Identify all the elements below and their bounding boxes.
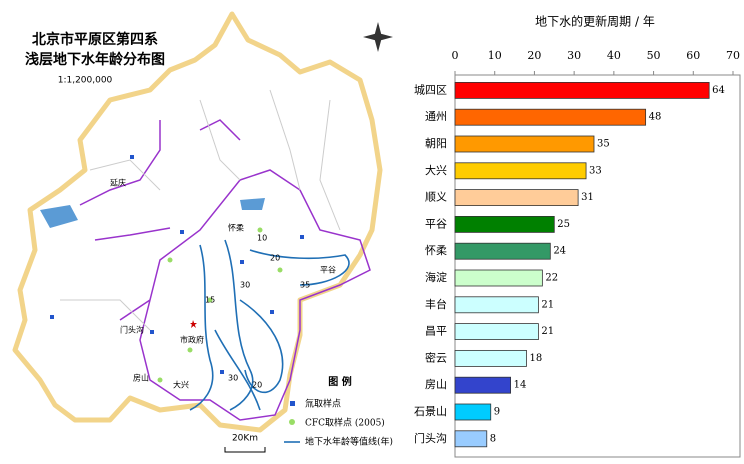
- legend-item: 氚取样点: [305, 398, 341, 410]
- y-tick-label: 城四区: [414, 83, 447, 96]
- bar: [454, 403, 492, 421]
- x-tick-label: 50: [647, 49, 661, 62]
- map: 北京市平原区第四系 浅层地下水年龄分布图 1:1,200,000 延庆 怀柔 平…: [12, 11, 393, 453]
- value-label: 8: [490, 433, 496, 444]
- value-label: 14: [514, 380, 527, 391]
- scale-bar-label: 20Km: [232, 434, 258, 444]
- place-label: 门头沟: [120, 325, 144, 335]
- plot-frame: [454, 74, 741, 458]
- contour-label: 35: [300, 281, 310, 290]
- y-tick-label: 通州: [425, 110, 447, 123]
- value-label: 24: [553, 246, 566, 257]
- chart-title: 地下水的更新周期 / 年: [535, 14, 655, 29]
- north-arrow: [363, 22, 393, 52]
- contour-label: 10: [257, 234, 267, 243]
- place-label: 大兴: [173, 380, 189, 390]
- scale-bar: [224, 447, 266, 453]
- y-tick-label: 平谷: [425, 217, 447, 230]
- y-tick-label: 门头沟: [414, 431, 447, 445]
- map-title: 浅层地下水年龄分布图: [25, 51, 165, 68]
- contour-label: 15: [205, 296, 215, 305]
- district-lines: [60, 89, 341, 331]
- y-tick-label: 海淀: [425, 270, 447, 284]
- bar: [454, 242, 551, 260]
- y-tick-label: 怀柔: [425, 244, 447, 257]
- value-label: 21: [541, 299, 554, 310]
- x-tick-label: 10: [488, 49, 502, 62]
- place-label: 市政府: [180, 335, 204, 345]
- reservoir: [40, 198, 265, 228]
- place-label: 怀柔: [228, 223, 244, 233]
- y-tick-label: 大兴: [425, 163, 447, 177]
- value-label: 48: [649, 112, 662, 123]
- y-tick-label: 密云: [425, 350, 447, 364]
- contour-label: 20: [252, 381, 262, 390]
- contour-label: 30: [228, 374, 238, 383]
- x-tick-label: 20: [527, 49, 541, 62]
- map-title: 北京市平原区第四系: [32, 31, 158, 48]
- contour-label: 20: [270, 254, 280, 263]
- bar: [454, 189, 579, 207]
- x-tick-label: 40: [607, 49, 621, 62]
- bar: [454, 215, 555, 233]
- y-tick-label: 丰台: [425, 297, 447, 311]
- bar: [454, 323, 539, 341]
- bar: [454, 430, 488, 448]
- value-label: 9: [494, 407, 500, 418]
- value-label: 18: [529, 353, 542, 364]
- bar: [454, 376, 511, 394]
- place-label: 房山: [133, 373, 149, 383]
- purple-line: [79, 119, 241, 321]
- contour-label: 30: [240, 281, 250, 290]
- x-tick-label: 30: [567, 49, 581, 62]
- value-label: 31: [581, 192, 594, 203]
- y-tick-label: 昌平: [425, 325, 447, 338]
- bar: [454, 296, 539, 314]
- x-tick-label: 0: [452, 49, 459, 62]
- bar: [454, 349, 527, 367]
- chart: 地下水的更新周期 / 年 0 10 20 30 40 50 60 70 城四区 64 通州 48 朝阳 3…: [414, 14, 741, 458]
- legend-item: 地下水年龄等值线(年): [305, 436, 393, 448]
- legend-symbol: [290, 401, 295, 406]
- value-label: 25: [557, 219, 570, 230]
- contours: [189, 239, 350, 411]
- bar: [454, 108, 647, 126]
- x-tick-label: 60: [686, 49, 700, 62]
- y-tick-label: 房山: [425, 378, 447, 391]
- x-tick-label: 70: [726, 49, 740, 62]
- bar: [454, 162, 587, 180]
- value-label: 35: [597, 139, 610, 150]
- legend-item: CFC取样点 (2005): [305, 417, 385, 429]
- map-scale: 1:1,200,000: [58, 76, 113, 86]
- y-tick-label: 石景山: [414, 405, 447, 418]
- legend-title: 图 例: [328, 375, 351, 388]
- sample-points: [50, 155, 304, 383]
- bar: [454, 82, 710, 99]
- place-label: 延庆: [110, 178, 126, 188]
- y-tick-label: 顺义: [425, 191, 447, 204]
- legend-symbol: [289, 419, 295, 425]
- place-label: 平谷: [320, 266, 336, 275]
- y-tick-label: 朝阳: [425, 137, 447, 150]
- value-label: 21: [541, 326, 554, 337]
- value-label: 33: [589, 165, 602, 176]
- map-boundary: [12, 11, 383, 433]
- bar: [454, 269, 543, 287]
- bar: [454, 135, 595, 153]
- value-label: 64: [712, 85, 725, 96]
- plain-boundary: [139, 169, 371, 421]
- value-label: 22: [545, 273, 558, 284]
